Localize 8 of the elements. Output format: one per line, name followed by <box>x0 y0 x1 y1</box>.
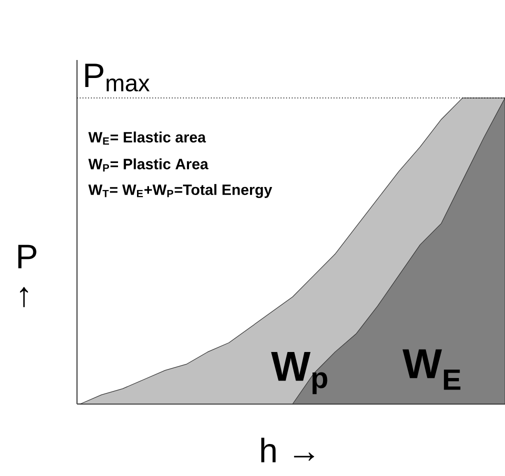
annotation: W$_{p}$ <box>271 352 328 394</box>
annotation: W$_{E}$ <box>402 349 460 390</box>
annotation: W$_{T}$= W$_{E}$+W$_{P}$=Total Energy <box>88 184 272 198</box>
ref-line-label: P$_{max}$ <box>85 64 150 92</box>
annotation: W$_{E}$= Elastic area <box>88 132 206 145</box>
annotation: W$_{P}$= Plastic Area <box>88 158 208 172</box>
x-axis-title: h → <box>261 438 314 462</box>
y-axis-title: P ↑ <box>18 244 36 308</box>
